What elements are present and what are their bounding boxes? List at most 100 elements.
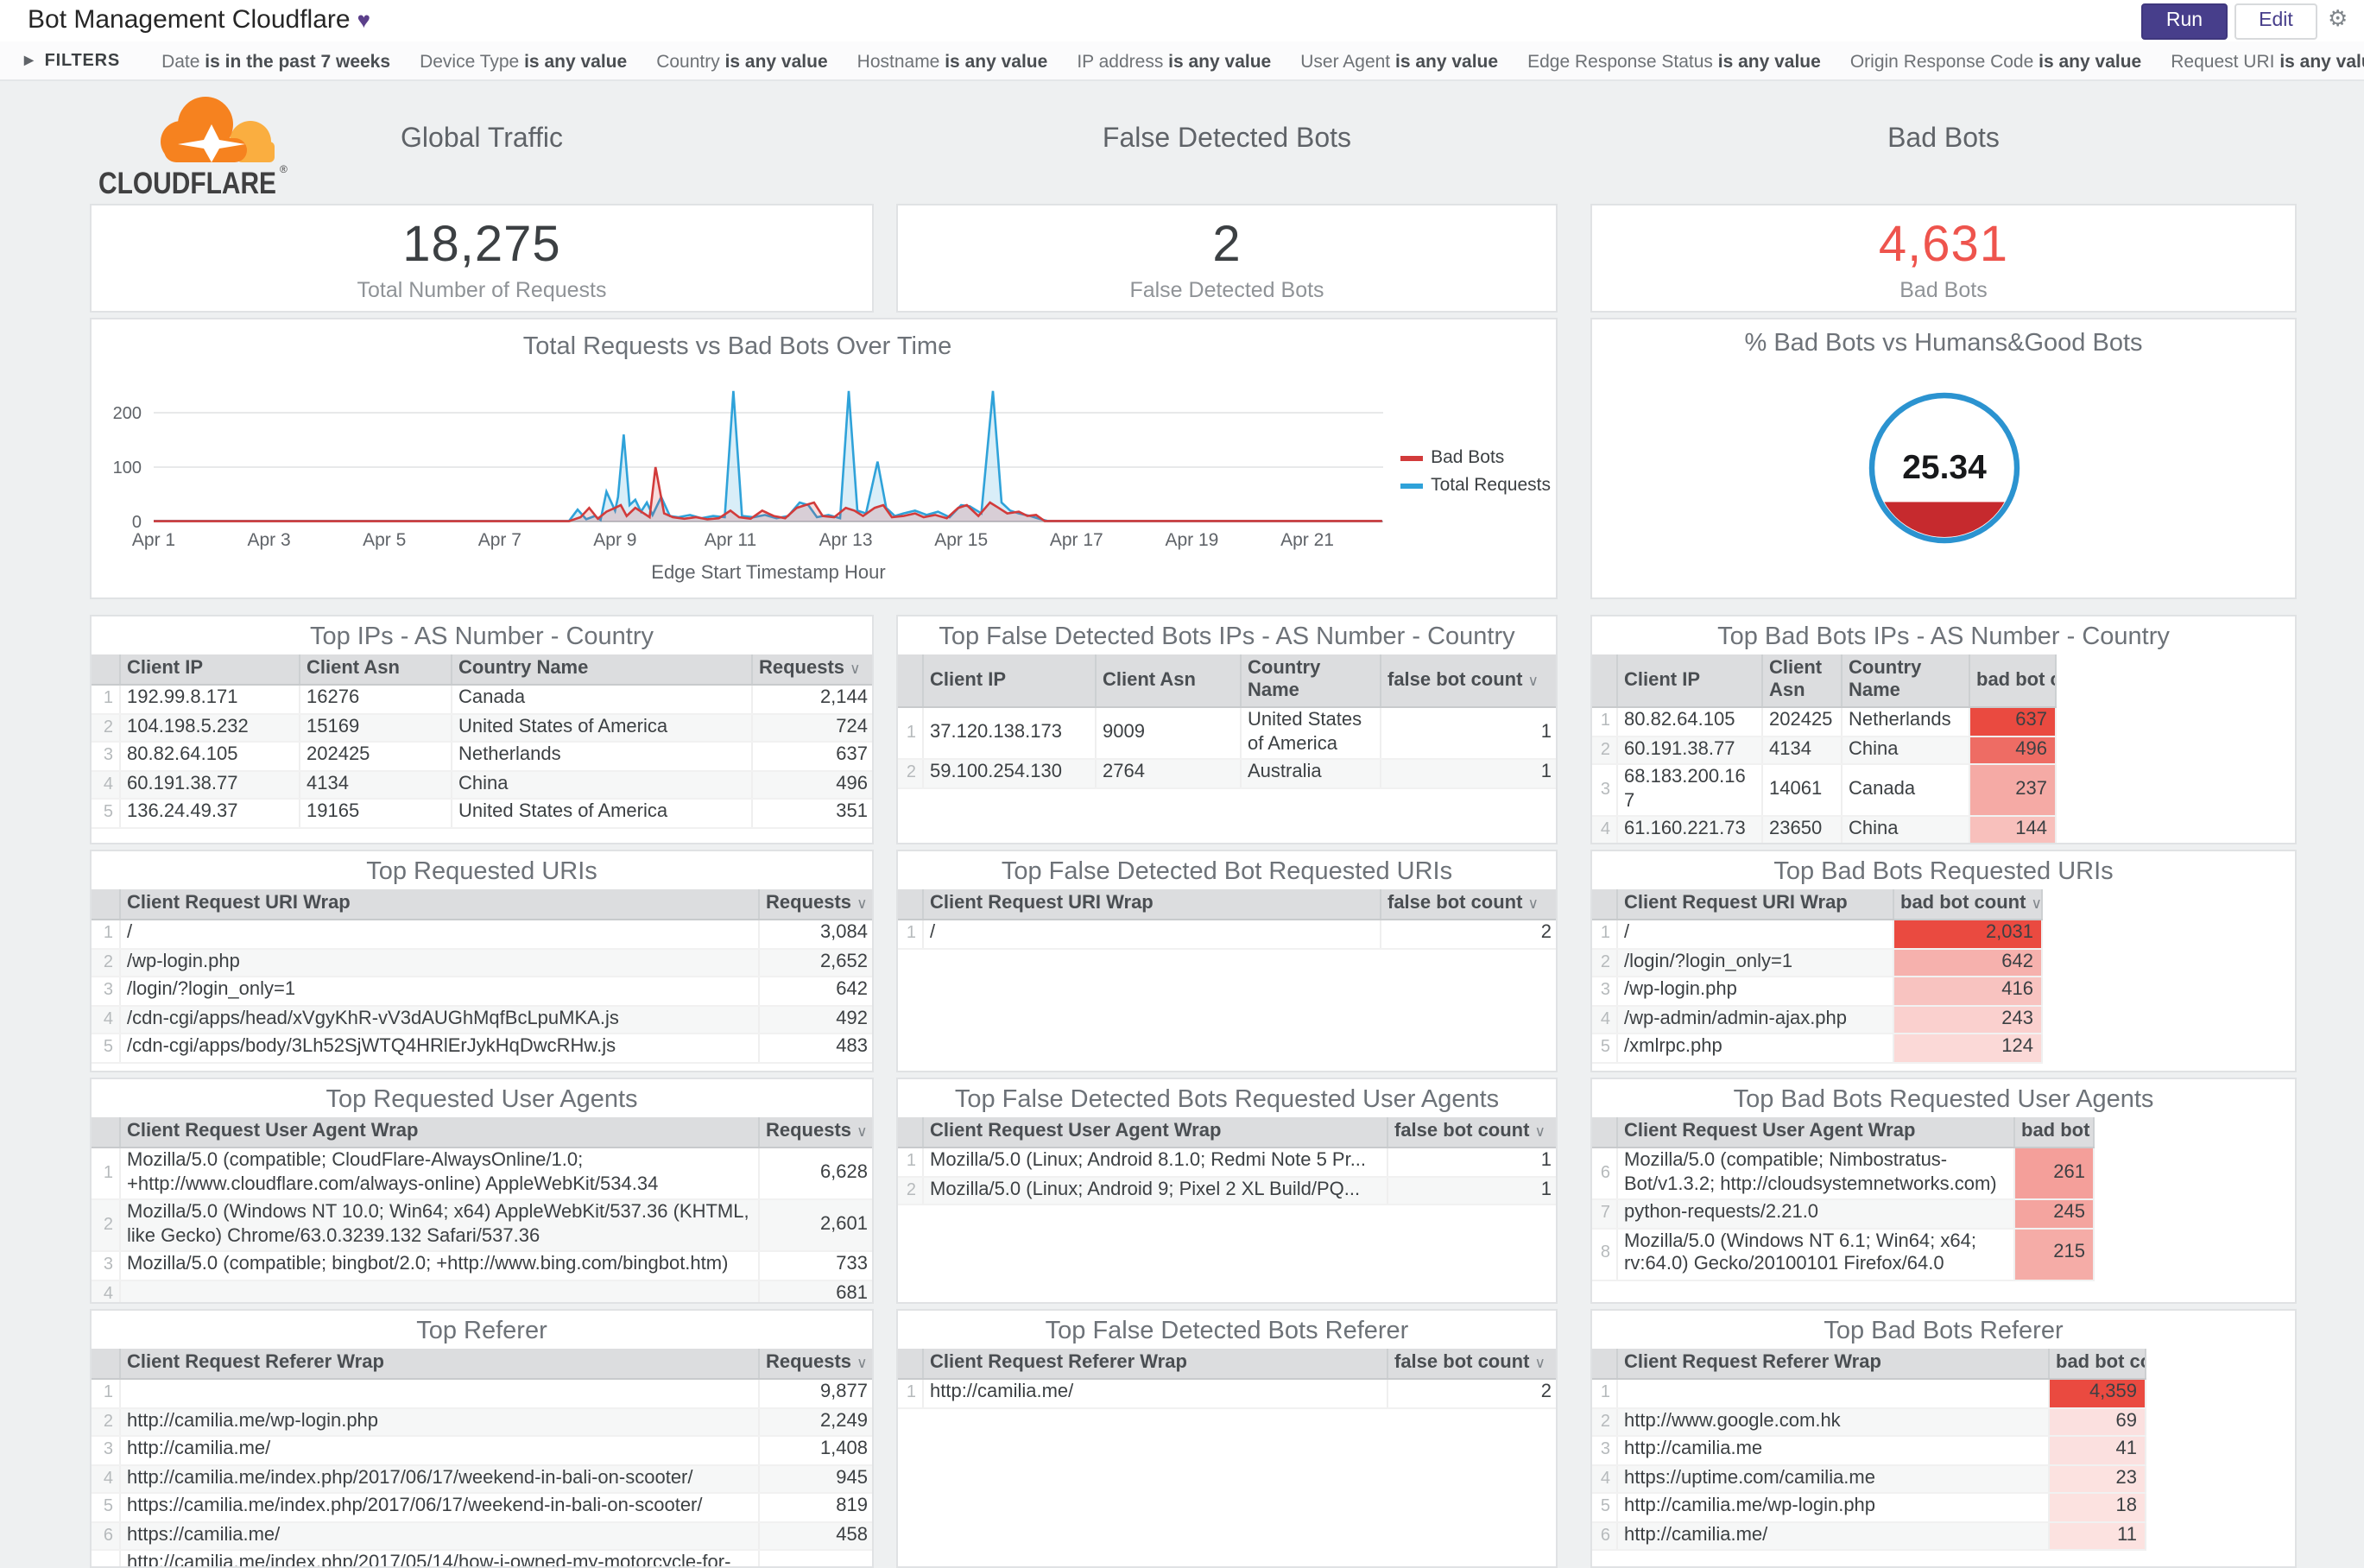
filter-date[interactable]: Date is in the past 7 weeks bbox=[161, 52, 391, 73]
table-row[interactable]: 1 192.99.8.171 16276 Canada 2,144 bbox=[92, 685, 872, 714]
table-row[interactable]: 2/login/?login_only=1 642 bbox=[1592, 948, 2042, 977]
table-row[interactable]: 3/login/?login_only=1 642 bbox=[92, 977, 872, 1006]
column-header-requests[interactable]: Requests ∨ bbox=[758, 889, 872, 920]
filter-origin-response-code[interactable]: Origin Response Code is any value bbox=[1849, 52, 2142, 73]
edit-button[interactable]: Edit bbox=[2234, 3, 2317, 40]
filter-ip-address[interactable]: IP address is any value bbox=[1077, 52, 1272, 73]
table-row[interactable]: 2 59.100.254.130 2764 Australia 1 bbox=[898, 759, 1556, 788]
column-header-requests[interactable]: Requests ∨ bbox=[751, 654, 872, 686]
table-row[interactable]: 1 Mozilla/5.0 (Linux; Android 8.1.0; Redm… bbox=[898, 1148, 1556, 1177]
filter-edge-response-status[interactable]: Edge Response Status is any value bbox=[1527, 52, 1821, 73]
table-row[interactable]: 1/3,084 bbox=[92, 920, 872, 949]
table-row[interactable]: 2/wp-login.php 2,652 bbox=[92, 948, 872, 977]
column-header-country-name[interactable]: Country Name bbox=[1240, 654, 1381, 708]
table-row[interactable]: 4 http://camilia.me/index.php/2017/06/17/… bbox=[92, 1464, 872, 1494]
column-header-client-ip[interactable]: Client IP bbox=[1616, 654, 1762, 708]
table-row[interactable]: 4/cdn-cgi/apps/head/xVgyKhR-vV3dAUGhMqfB… bbox=[92, 1005, 872, 1034]
table-row[interactable]: 5 https://camilia.me/index.php/2017/06/17… bbox=[92, 1493, 872, 1522]
column-header-false-bot-count[interactable]: false bot count ∨ bbox=[1380, 889, 1556, 920]
table-row[interactable]: 3 http://camilia.me/1,408 bbox=[92, 1436, 872, 1465]
table-row[interactable]: 2 104.198.5.232 15169 United States of Amer… bbox=[92, 713, 872, 743]
kpi-bad-bots[interactable]: 4,631 Bad Bots bbox=[1590, 204, 2297, 313]
row-number: 7 bbox=[1592, 1199, 1617, 1229]
table-row[interactable]: 6 Mozilla/5.0 (compatible; Nimbostratus-B… bbox=[1592, 1148, 2094, 1200]
column-header-requests[interactable]: Requests ∨ bbox=[758, 1117, 872, 1148]
column-header-client-asn[interactable]: Client Asn bbox=[1761, 654, 1842, 708]
column-header-false-bot-count[interactable]: false bot count ∨ bbox=[1380, 654, 1556, 708]
column-header-client-request-uri-wrap[interactable]: Client Request URI Wrap bbox=[1616, 889, 1893, 920]
table-row[interactable]: 4 https://uptime.com/camilia.me 23 bbox=[1592, 1464, 2146, 1494]
column-header-bad-bot-count[interactable]: bad bot count∨ bbox=[1893, 889, 2042, 920]
column-header-client-request-user-agent-wrap[interactable]: Client Request User Agent Wrap bbox=[119, 1117, 759, 1148]
table-row[interactable]: 1 http://camilia.me/2 bbox=[898, 1379, 1556, 1408]
table-row[interactable]: 5 http://camilia.me/wp-login.php 18 bbox=[1592, 1493, 2146, 1522]
column-header-client-asn[interactable]: Client Asn bbox=[1095, 654, 1241, 708]
kpi-value: 2 bbox=[1212, 218, 1242, 273]
table-row[interactable]: 2 Mozilla/5.0 (Linux; Android 9; Pixel 2 … bbox=[898, 1176, 1556, 1205]
table-row[interactable]: 1 Mozilla/5.0 (compatible; CloudFlare-Alw… bbox=[92, 1148, 872, 1200]
column-header-client-request-user-agent-wrap[interactable]: Client Request User Agent Wrap bbox=[1616, 1117, 2014, 1148]
filter-user-agent[interactable]: User Agent is any value bbox=[1300, 52, 1499, 73]
column-header-false-bot-count[interactable]: false bot count ∨ bbox=[1387, 1349, 1556, 1380]
table-row[interactable]: 5/xmlrpc.php 124 bbox=[1592, 1034, 2042, 1063]
table-title: Top False Detected Bots IPs - AS Number … bbox=[939, 623, 1515, 651]
legend-item-total-requests[interactable]: Total Requests bbox=[1400, 475, 1551, 496]
table-row[interactable]: 1 4,359 bbox=[1592, 1379, 2146, 1408]
table-row[interactable]: 5/cdn-cgi/apps/body/3Lh52SjWTQ4HRlErJykH… bbox=[92, 1034, 872, 1063]
kpi-false-detected-bots[interactable]: 2 False Detected Bots bbox=[896, 204, 1558, 313]
table-row[interactable]: 2 http://camilia.me/wp-login.php 2,249 bbox=[92, 1407, 872, 1437]
filter-request-uri[interactable]: Request URI is any value bbox=[2171, 52, 2364, 73]
column-header-client-request-uri-wrap[interactable]: Client Request URI Wrap bbox=[119, 889, 759, 920]
table-row[interactable]: 7 python-requests/2.21.0 245 bbox=[1592, 1199, 2094, 1229]
table-row[interactable]: 7http://camilia.me/index.php/2017/05/14/… bbox=[92, 1550, 872, 1566]
table-row[interactable]: 2 http://www.google.com.hk 69 bbox=[1592, 1407, 2146, 1437]
column-header-bad-bot-count[interactable]: bad bot count∨ bbox=[2013, 1117, 2094, 1148]
filter-hostname[interactable]: Hostname is any value bbox=[856, 52, 1048, 73]
column-header-client-request-user-agent-wrap[interactable]: Client Request User Agent Wrap bbox=[922, 1117, 1387, 1148]
filter-country[interactable]: Country is any value bbox=[656, 52, 828, 73]
table-row[interactable]: 1/2,031 bbox=[1592, 920, 2042, 949]
column-header-client-request-referer-wrap[interactable]: Client Request Referer Wrap bbox=[1616, 1349, 2049, 1380]
column-header-requests[interactable]: Requests ∨ bbox=[758, 1349, 872, 1380]
column-header-client-request-referer-wrap[interactable]: Client Request Referer Wrap bbox=[922, 1349, 1387, 1380]
column-header-bad-bot-count[interactable]: bad bot count∨ bbox=[1969, 654, 2056, 708]
column-header-country-name[interactable]: Country Name bbox=[1841, 654, 1969, 708]
gear-icon[interactable]: ⚙ bbox=[2328, 5, 2348, 31]
column-header-false-bot-count[interactable]: false bot count ∨ bbox=[1387, 1117, 1556, 1148]
row-number-header bbox=[1592, 654, 1617, 708]
table-row[interactable]: 5 136.24.49.37 19165 United States of Ameri… bbox=[92, 799, 872, 828]
table-row[interactable]: 6 https://camilia.me/458 bbox=[92, 1521, 872, 1551]
filter-device-type[interactable]: Device Type is any value bbox=[420, 52, 628, 73]
table-row[interactable]: 3 68.183.200.167 14061 Canada 237 bbox=[1592, 764, 2056, 817]
column-header-client-ip[interactable]: Client IP bbox=[922, 654, 1096, 708]
table-row[interactable]: 3 Mozilla/5.0 (compatible; bingbot/2.0; +… bbox=[92, 1251, 872, 1280]
run-button[interactable]: Run bbox=[2141, 3, 2228, 40]
table-row[interactable]: 2 Mozilla/5.0 (Windows NT 10.0; Win64; x6… bbox=[92, 1199, 872, 1252]
table-row[interactable]: 4 60.191.38.77 4134 China 496 bbox=[92, 770, 872, 800]
row-number: 4 bbox=[1592, 816, 1617, 843]
table-row[interactable]: 6 http://camilia.me/11 bbox=[1592, 1521, 2146, 1551]
table-row[interactable]: 8 Mozilla/5.0 (Windows NT 6.1; Win64; x64… bbox=[1592, 1228, 2094, 1280]
table-row[interactable]: 3 http://camilia.me 41 bbox=[1592, 1436, 2146, 1465]
dimension-cell: http://www.google.com.hk bbox=[1616, 1407, 2049, 1437]
table-row[interactable]: 2 60.191.38.77 4134 China 496 bbox=[1592, 736, 2056, 765]
column-header-bad-bot-count[interactable]: bad bot count∨ bbox=[2048, 1349, 2146, 1380]
kpi-total-requests[interactable]: 18,275 Total Number of Requests bbox=[90, 204, 874, 313]
column-header-client-request-referer-wrap[interactable]: Client Request Referer Wrap bbox=[119, 1349, 759, 1380]
column-header-client-request-uri-wrap[interactable]: Client Request URI Wrap bbox=[922, 889, 1381, 920]
table-row[interactable]: 4 61.160.221.73 23650 China 144 bbox=[1592, 816, 2056, 843]
table-row[interactable]: 4/wp-admin/admin-ajax.php 243 bbox=[1592, 1005, 2042, 1034]
dimension-cell: http://camilia.me bbox=[1616, 1436, 2049, 1465]
table-row[interactable]: 4 681 bbox=[92, 1280, 872, 1302]
legend-item-bad-bots[interactable]: Bad Bots bbox=[1400, 447, 1551, 468]
table-row[interactable]: 1 37.120.138.173 9009 United States of Amer… bbox=[898, 707, 1556, 760]
filters-toggle[interactable]: ▶ FILTERS bbox=[24, 51, 121, 70]
table-row[interactable]: 3 80.82.64.105 202425 Netherlands 637 bbox=[92, 742, 872, 771]
table-row[interactable]: 3/wp-login.php 416 bbox=[1592, 977, 2042, 1006]
table-row[interactable]: 1 9,877 bbox=[92, 1379, 872, 1408]
column-header-client-asn[interactable]: Client Asn bbox=[299, 654, 452, 686]
column-header-client-ip[interactable]: Client IP bbox=[119, 654, 300, 686]
table-row[interactable]: 1 80.82.64.105 202425 Netherlands 637 bbox=[1592, 707, 2056, 737]
table-row[interactable]: 1/2 bbox=[898, 920, 1556, 949]
column-header-country-name[interactable]: Country Name bbox=[451, 654, 752, 686]
